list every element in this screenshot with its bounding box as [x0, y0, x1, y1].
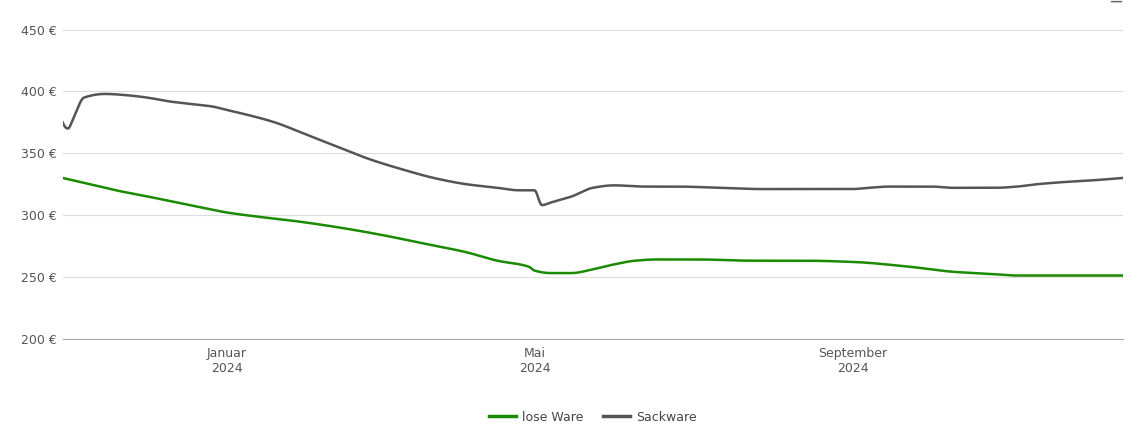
Text: ≡: ≡ [1108, 0, 1123, 8]
Legend: lose Ware, Sackware: lose Ware, Sackware [483, 406, 702, 429]
